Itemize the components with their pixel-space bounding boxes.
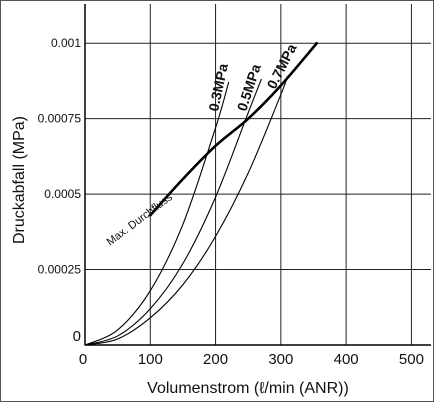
y-tick-label: 0.0005 <box>44 187 81 201</box>
y-tick-label: 0.00075 <box>38 112 82 126</box>
x-axis-title: Volumenstrom (ℓ/min (ANR)) <box>147 380 349 397</box>
x-tick-label: 200 <box>203 351 228 368</box>
tick-labels: 0 100 200 300 400 500 0 0.00025 0.0005 0.00075 0.0… <box>38 36 424 368</box>
axes <box>84 4 431 346</box>
x-tick-label: 400 <box>334 351 359 368</box>
x-tick-label: 0 <box>79 351 87 368</box>
curve-0-3mpa <box>84 81 230 346</box>
y-axis-title: Druckabfall (MPa) <box>11 116 28 244</box>
curve-0-7mpa <box>84 75 288 346</box>
y-tick-label: 0.001 <box>51 36 81 50</box>
curve-0-5mpa <box>84 78 262 346</box>
curves <box>84 41 319 346</box>
y-tick-label: 0 <box>73 328 81 345</box>
curve-max-durchfluss <box>148 41 319 217</box>
x-tick-label: 100 <box>138 351 163 368</box>
grid-lines <box>85 4 431 345</box>
x-tick-label: 300 <box>268 351 293 368</box>
y-tick-label: 0.00025 <box>38 263 82 277</box>
x-tick-label: 500 <box>399 351 424 368</box>
